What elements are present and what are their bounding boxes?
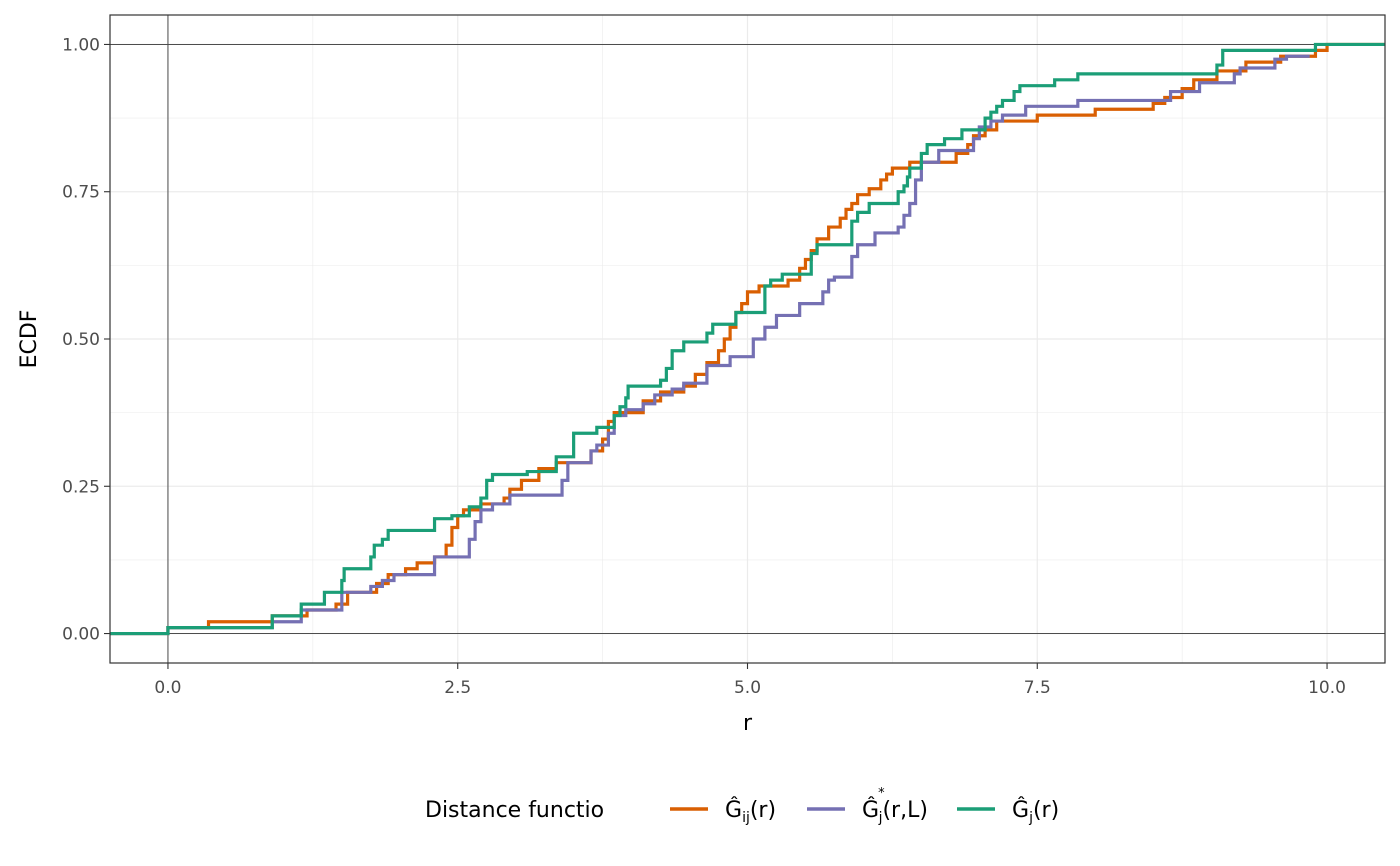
series-gj-star-line [110, 54, 1310, 636]
legend-label-gj-star-tail: (r,L) [882, 798, 927, 823]
y-tick-label: 0.75 [62, 183, 100, 203]
series-gj-line [110, 42, 1385, 636]
legend: Distance functio Ĝij(r) Ĝ* j(r,L) Ĝj(r) [425, 786, 1059, 826]
legend-label-gj-star-sub: j [878, 810, 883, 826]
x-tick-label: 2.5 [444, 678, 471, 698]
legend-label-gij: Ĝij(r) [725, 797, 776, 826]
legend-label-gj: Ĝj(r) [1012, 797, 1059, 826]
y-tick-label: 0.00 [62, 625, 100, 645]
legend-title: Distance functio [425, 798, 604, 823]
legend-label-gj-star: Ĝ* j(r,L) [862, 786, 928, 826]
y-axis-title: ECDF [17, 310, 42, 369]
legend-label-gj-star-base: Ĝ [862, 797, 879, 823]
y-axis: 0.00 0.25 0.50 0.75 1.00 [62, 35, 110, 645]
series-layer [110, 42, 1385, 636]
x-tick-label: 5.0 [734, 678, 761, 698]
legend-label-gj-tail: (r) [1033, 798, 1059, 823]
x-tick-label: 7.5 [1024, 678, 1051, 698]
legend-label-gij-base: Ĝ [725, 797, 742, 823]
x-axis: 0.0 2.5 5.0 7.5 10.0 [154, 663, 1346, 698]
legend-label-gj-sub: j [1028, 810, 1033, 826]
x-axis-title: r [743, 711, 753, 736]
reference-lines [110, 15, 1385, 663]
x-tick-label: 10.0 [1308, 678, 1346, 698]
y-tick-label: 0.25 [62, 477, 100, 497]
legend-label-gj-star-sup: * [878, 786, 885, 801]
x-tick-label: 0.0 [154, 678, 181, 698]
legend-label-gij-tail: (r) [750, 798, 776, 823]
y-tick-label: 0.50 [62, 330, 100, 350]
legend-label-gij-sub: ij [742, 810, 750, 826]
legend-label-gj-base: Ĝ [1012, 797, 1029, 823]
y-tick-label: 1.00 [62, 35, 100, 55]
